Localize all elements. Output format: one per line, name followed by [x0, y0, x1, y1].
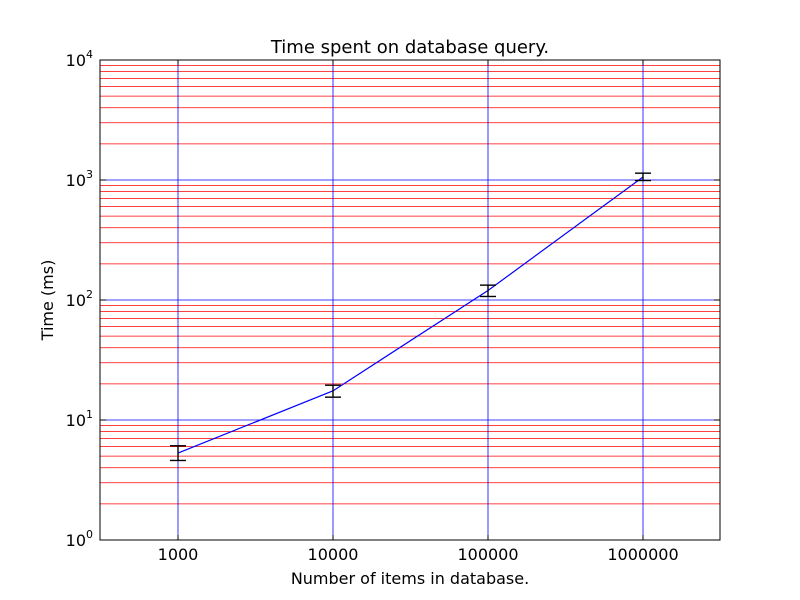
y-tick-label: 104	[66, 48, 93, 70]
x-tick-label: 1000	[158, 545, 199, 564]
error-bar	[325, 384, 341, 398]
x-axis-label: Number of items in database.	[291, 569, 529, 588]
error-bar	[170, 445, 186, 462]
error-bar	[480, 284, 496, 298]
data-layer	[170, 172, 651, 462]
ticks: 1000 10000 100000 1000000 100 101 102 103 104	[66, 48, 720, 564]
grid	[100, 59, 720, 541]
series-line	[177, 176, 644, 454]
y-tick-label: 103	[66, 168, 93, 190]
y-tick-label: 101	[66, 408, 93, 430]
y-tick-label: 102	[66, 288, 93, 310]
x-tick-label: 10000	[308, 545, 359, 564]
error-bar	[635, 172, 651, 182]
x-tick-label: 1000000	[607, 545, 678, 564]
chart-title: Time spent on database query.	[270, 37, 549, 58]
y-axis-label: Time (ms)	[38, 260, 57, 342]
y-tick-label: 100	[66, 528, 93, 550]
x-tick-label: 100000	[457, 545, 518, 564]
